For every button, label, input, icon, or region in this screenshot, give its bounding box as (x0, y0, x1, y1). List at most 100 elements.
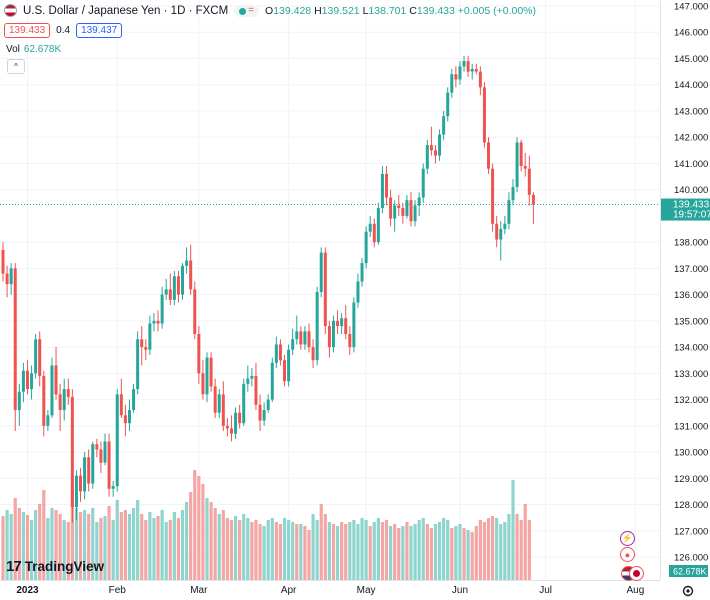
volume-bar (364, 520, 368, 580)
volume-bar (450, 528, 454, 580)
volume-bar (270, 518, 274, 580)
volume-bar (5, 510, 9, 580)
price-tick-label: 146.000 (674, 28, 708, 39)
candle (17, 383, 21, 426)
price-axis[interactable]: 147.000 146.000 145.000 144.000 143.000 142.0… (674, 2, 708, 564)
time-tick-label: 2023 (16, 585, 39, 596)
price-tick-label: 130.000 (674, 448, 708, 459)
volume-bar (356, 524, 360, 580)
volume-bar (152, 518, 156, 580)
volume-bar (409, 526, 413, 580)
candle (221, 381, 225, 432)
sell-button[interactable]: 139.433 (4, 23, 51, 38)
candle (283, 354, 287, 387)
volume-bar (401, 526, 405, 580)
candle (307, 323, 311, 353)
volume-bar (454, 526, 458, 580)
volume-bar (13, 498, 17, 580)
candle (450, 68, 454, 98)
candle (421, 163, 425, 203)
volume-bar (495, 518, 499, 580)
candle (482, 82, 486, 148)
volume-bar (9, 514, 13, 580)
volume-bar (266, 520, 270, 580)
volume-bar (515, 514, 519, 580)
tradingview-logo[interactable]: 17 TradingView (6, 558, 104, 575)
volume-bar (282, 518, 287, 580)
candle (478, 66, 482, 96)
candle (331, 315, 335, 353)
gear-icon[interactable] (682, 585, 694, 597)
volume-bar (368, 526, 372, 580)
volume-bar (384, 520, 389, 580)
volume-bar (46, 518, 50, 580)
volume-bar (335, 526, 340, 580)
market-status-icon[interactable]: = (234, 4, 260, 17)
volume-bar (311, 514, 315, 580)
price-tick-label: 142.000 (674, 133, 708, 144)
candle (266, 394, 270, 413)
candle (336, 310, 340, 334)
buy-button[interactable]: 139.437 (76, 23, 123, 38)
volume-bar (140, 514, 144, 580)
candle (30, 365, 34, 400)
candle (348, 326, 352, 355)
candle (433, 145, 437, 164)
candle (270, 357, 274, 403)
candle (474, 63, 478, 75)
candle (344, 305, 348, 340)
volume-bar (144, 520, 148, 580)
candle (417, 192, 421, 216)
volume-bar (254, 520, 258, 580)
volume-bar (42, 490, 46, 580)
current-price-badge: 139.433 19:57:07 (661, 198, 710, 221)
candle (209, 352, 213, 392)
collapse-legend-button[interactable]: ^ (7, 59, 25, 74)
volume-bar (299, 524, 303, 580)
volume-bar (331, 524, 336, 580)
lightning-icon[interactable]: ⚡ (620, 531, 635, 546)
price-tick-label: 128.000 (674, 500, 708, 511)
candle (254, 362, 258, 411)
volume-bar (180, 510, 185, 580)
volume-bar (209, 502, 213, 580)
jp-flag-icon[interactable] (629, 566, 644, 581)
volume-bar (486, 518, 491, 580)
candle (5, 265, 9, 298)
price-tick-label: 141.000 (674, 159, 708, 170)
price-tick-label: 131.000 (674, 421, 708, 432)
candle (425, 139, 429, 174)
candle (507, 192, 511, 230)
volume-bar (507, 514, 511, 580)
volume-bar (87, 514, 91, 580)
volume-bar (433, 524, 438, 580)
symbol-title[interactable]: U.S. Dollar / Japanese Yen · 1D · FXCM (23, 4, 229, 17)
volume-bar (156, 516, 160, 580)
candle (503, 215, 507, 235)
candle (201, 360, 205, 400)
volume-bar (221, 510, 225, 580)
candle (303, 326, 307, 350)
candle (409, 192, 413, 227)
candle (156, 310, 160, 332)
candle (38, 331, 42, 387)
candle (405, 194, 409, 219)
time-axis[interactable]: 2023 Feb Mar Apr May Jun Jul Aug (16, 585, 644, 596)
price-tick-label: 147.000 (674, 2, 708, 13)
volume-bar (115, 500, 119, 580)
candle (144, 339, 148, 361)
volume-bar (442, 518, 446, 580)
candle (132, 383, 136, 413)
candle (299, 326, 303, 350)
candle (531, 192, 535, 224)
volume-bar (233, 516, 238, 580)
event-icon[interactable]: ● (620, 547, 635, 562)
volume-legend[interactable]: Vol 62.678K (6, 44, 61, 55)
volume-bar (389, 526, 393, 580)
candle (189, 244, 193, 295)
volume-bar (229, 520, 234, 580)
price-tick-label: 140.000 (674, 185, 708, 196)
flag-icon (4, 4, 17, 17)
symbol-legend[interactable]: U.S. Dollar / Japanese Yen · 1D · FXCM =… (4, 4, 536, 17)
